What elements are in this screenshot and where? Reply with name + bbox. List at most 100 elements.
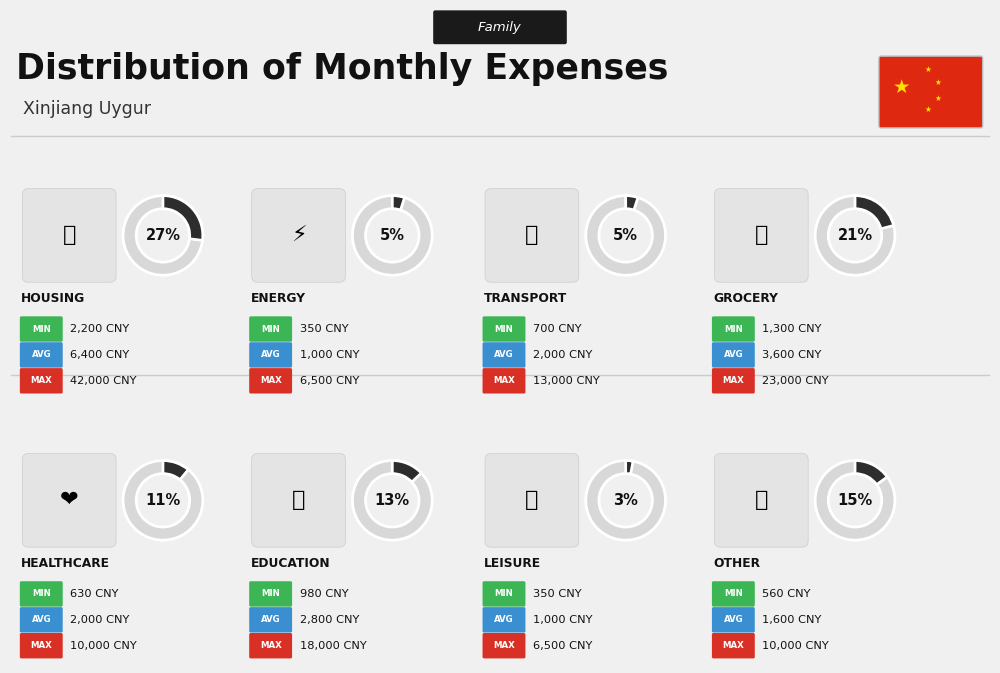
Text: 980 CNY: 980 CNY xyxy=(300,589,348,599)
Text: ENERGY: ENERGY xyxy=(251,291,306,305)
Text: 18,000 CNY: 18,000 CNY xyxy=(300,641,366,651)
Text: 350 CNY: 350 CNY xyxy=(300,324,348,334)
FancyBboxPatch shape xyxy=(712,343,755,367)
Text: 🛍: 🛍 xyxy=(525,491,539,510)
Text: AVG: AVG xyxy=(724,615,743,625)
FancyBboxPatch shape xyxy=(485,454,579,547)
Text: OTHER: OTHER xyxy=(713,557,760,569)
Text: MIN: MIN xyxy=(32,590,51,598)
Wedge shape xyxy=(123,460,203,540)
Wedge shape xyxy=(123,196,203,275)
FancyBboxPatch shape xyxy=(249,581,292,606)
Text: 6,400 CNY: 6,400 CNY xyxy=(70,350,129,360)
Wedge shape xyxy=(626,196,638,210)
Text: MAX: MAX xyxy=(722,376,744,386)
FancyBboxPatch shape xyxy=(20,607,63,633)
Text: MAX: MAX xyxy=(493,376,515,386)
Wedge shape xyxy=(586,460,666,540)
FancyBboxPatch shape xyxy=(712,607,755,633)
Wedge shape xyxy=(392,460,421,482)
FancyBboxPatch shape xyxy=(20,343,63,367)
Text: MAX: MAX xyxy=(722,641,744,650)
Text: 1,000 CNY: 1,000 CNY xyxy=(533,615,592,625)
Wedge shape xyxy=(626,460,633,474)
Text: AVG: AVG xyxy=(494,351,514,359)
Text: 💰: 💰 xyxy=(755,491,768,510)
Text: 350 CNY: 350 CNY xyxy=(533,589,582,599)
FancyBboxPatch shape xyxy=(20,581,63,606)
Text: AVG: AVG xyxy=(261,615,280,625)
Text: 🚌: 🚌 xyxy=(525,225,539,246)
Text: MIN: MIN xyxy=(261,590,280,598)
Text: Family: Family xyxy=(478,21,522,34)
Text: AVG: AVG xyxy=(261,351,280,359)
Text: 10,000 CNY: 10,000 CNY xyxy=(70,641,137,651)
FancyBboxPatch shape xyxy=(20,633,63,658)
Text: GROCERY: GROCERY xyxy=(713,291,778,305)
Text: EDUCATION: EDUCATION xyxy=(251,557,330,569)
FancyBboxPatch shape xyxy=(249,368,292,394)
FancyBboxPatch shape xyxy=(20,316,63,342)
Text: 2,800 CNY: 2,800 CNY xyxy=(300,615,359,625)
FancyBboxPatch shape xyxy=(879,56,983,128)
Text: Xinjiang Uygur: Xinjiang Uygur xyxy=(23,100,151,118)
FancyBboxPatch shape xyxy=(249,316,292,342)
Text: 560 CNY: 560 CNY xyxy=(762,589,811,599)
Wedge shape xyxy=(586,196,666,275)
FancyBboxPatch shape xyxy=(483,607,525,633)
Text: LEISURE: LEISURE xyxy=(484,557,541,569)
FancyBboxPatch shape xyxy=(712,633,755,658)
FancyBboxPatch shape xyxy=(249,607,292,633)
Wedge shape xyxy=(163,196,203,240)
Text: 42,000 CNY: 42,000 CNY xyxy=(70,376,137,386)
FancyBboxPatch shape xyxy=(712,368,755,394)
Text: 3,600 CNY: 3,600 CNY xyxy=(762,350,822,360)
Text: 27%: 27% xyxy=(145,228,180,243)
Wedge shape xyxy=(855,460,887,485)
Text: 1,000 CNY: 1,000 CNY xyxy=(300,350,359,360)
Text: 1,600 CNY: 1,600 CNY xyxy=(762,615,822,625)
Text: ★: ★ xyxy=(893,77,911,96)
FancyBboxPatch shape xyxy=(20,368,63,394)
Text: 630 CNY: 630 CNY xyxy=(70,589,119,599)
Text: ★: ★ xyxy=(924,65,931,73)
FancyBboxPatch shape xyxy=(483,368,525,394)
Text: 10,000 CNY: 10,000 CNY xyxy=(762,641,829,651)
Text: HEALTHCARE: HEALTHCARE xyxy=(21,557,110,569)
Text: ★: ★ xyxy=(934,77,941,87)
Text: ❤: ❤ xyxy=(60,491,79,510)
Text: 2,200 CNY: 2,200 CNY xyxy=(70,324,129,334)
FancyBboxPatch shape xyxy=(714,188,808,282)
FancyBboxPatch shape xyxy=(249,343,292,367)
FancyBboxPatch shape xyxy=(22,454,116,547)
Text: AVG: AVG xyxy=(724,351,743,359)
Text: AVG: AVG xyxy=(494,615,514,625)
Text: 2,000 CNY: 2,000 CNY xyxy=(70,615,130,625)
FancyBboxPatch shape xyxy=(483,633,525,658)
Wedge shape xyxy=(815,196,895,275)
Text: Distribution of Monthly Expenses: Distribution of Monthly Expenses xyxy=(16,52,669,86)
FancyBboxPatch shape xyxy=(483,316,525,342)
FancyBboxPatch shape xyxy=(712,316,755,342)
Text: 23,000 CNY: 23,000 CNY xyxy=(762,376,829,386)
Text: MAX: MAX xyxy=(30,641,52,650)
Text: 5%: 5% xyxy=(380,228,405,243)
Text: HOUSING: HOUSING xyxy=(21,291,86,305)
Text: ⚡: ⚡ xyxy=(291,225,306,246)
FancyBboxPatch shape xyxy=(22,188,116,282)
Text: MIN: MIN xyxy=(261,324,280,334)
Text: ★: ★ xyxy=(934,94,941,102)
FancyBboxPatch shape xyxy=(712,581,755,606)
Wedge shape xyxy=(163,460,188,480)
FancyBboxPatch shape xyxy=(485,188,579,282)
Text: 5%: 5% xyxy=(613,228,638,243)
Text: MIN: MIN xyxy=(724,590,743,598)
Text: 700 CNY: 700 CNY xyxy=(533,324,582,334)
Text: MAX: MAX xyxy=(260,376,282,386)
Text: 🏢: 🏢 xyxy=(63,225,76,246)
Text: 6,500 CNY: 6,500 CNY xyxy=(300,376,359,386)
FancyBboxPatch shape xyxy=(483,581,525,606)
Text: TRANSPORT: TRANSPORT xyxy=(484,291,567,305)
FancyBboxPatch shape xyxy=(252,188,345,282)
Text: MIN: MIN xyxy=(724,324,743,334)
